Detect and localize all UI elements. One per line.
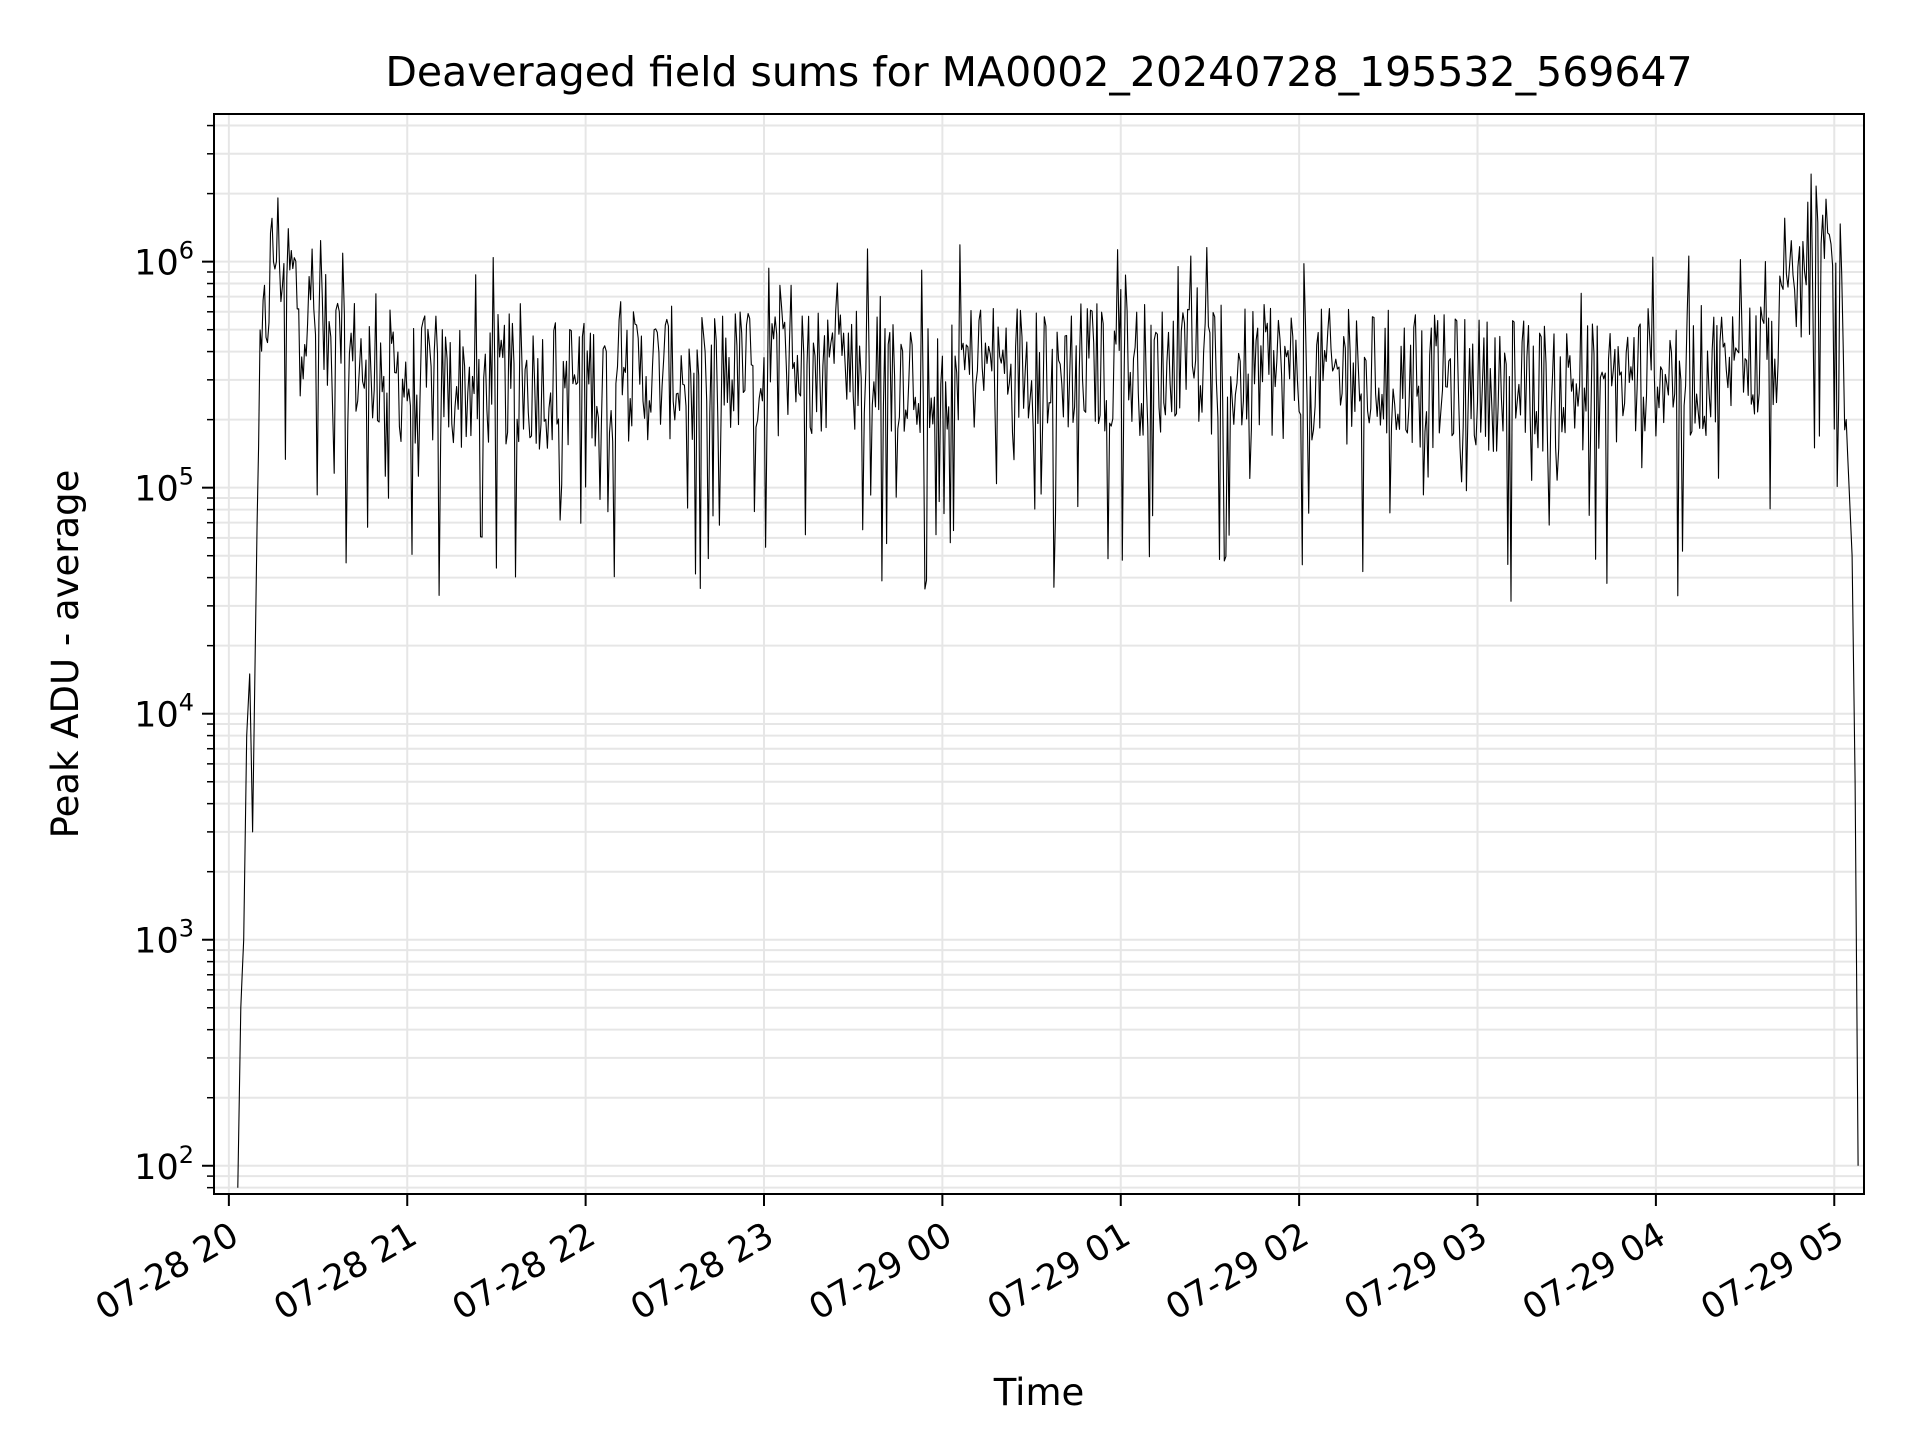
- plot-area: [237, 173, 1859, 1188]
- y-tick-label: 105: [134, 463, 194, 510]
- grid-lines: [214, 114, 1864, 1194]
- y-tick-label: 102: [134, 1141, 194, 1188]
- chart-title: Deaveraged field sums for MA0002_2024072…: [385, 48, 1692, 96]
- y-tick-label: 104: [134, 689, 194, 736]
- y-tick-label: 106: [134, 237, 194, 284]
- y-axis-label: Peak ADU - average: [44, 470, 87, 839]
- x-axis-label: Time: [993, 1371, 1085, 1414]
- plot-frame: [213, 113, 1865, 1195]
- series-line: [237, 173, 1859, 1188]
- y-tick-label: 103: [134, 915, 194, 962]
